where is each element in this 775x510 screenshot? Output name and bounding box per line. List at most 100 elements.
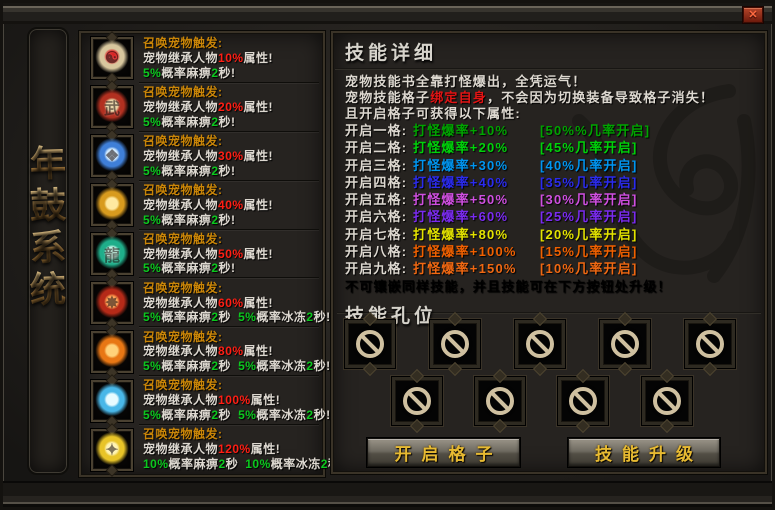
slot-line-chance: [45%几率开启] — [540, 140, 638, 156]
trigger-line: 召唤宠物触发: — [143, 231, 223, 246]
inherit-line: 宠物继承人物20%属性! — [143, 100, 273, 115]
slot-bonus-line: 开启五格: 打怪爆率+50% [30%几率开启] — [345, 191, 765, 208]
close-button[interactable]: ✕ — [743, 7, 763, 23]
text-part: 宠物技能书全靠打怪爆出，全凭运气！ — [345, 74, 587, 89]
system-title-char: 鼓 — [29, 184, 67, 227]
slot-line-chance: [50%%几率开启] — [540, 123, 651, 138]
system-title-char: 统 — [29, 268, 67, 311]
slot-bonus-line: 开启九格: 打怪爆率+150% [10%几率开启] — [345, 260, 765, 277]
slot-line-label: 开启一格: — [345, 123, 408, 138]
skill-slot[interactable] — [475, 377, 525, 425]
skill-slot[interactable] — [685, 320, 735, 368]
sidebar-plaque: 年鼓系统 — [27, 27, 69, 475]
text-part: 宠物继承人物 — [143, 344, 219, 359]
inherit-line: 宠物继承人物40%属性! — [143, 198, 273, 213]
skill-text-block: 召唤宠物触发: 宠物继承人物80%属性! 5%概率麻痹2秒 5%概率冰冻2秒! — [143, 330, 331, 374]
trigger-line: 召唤宠物触发: — [143, 280, 223, 295]
skill-row: ✸ 召唤宠物触发: 宠物继承人物60%属性! 5%概率麻痹2秒 5%概率冰冻2秒! — [81, 278, 330, 328]
trigger-line: 召唤宠物触发: — [143, 36, 223, 51]
prohibited-icon — [356, 330, 384, 358]
skill-row: 武召唤宠物触发: 宠物继承人物20%属性! 5%概率麻痹2秒! — [81, 83, 323, 132]
slot-line-bonus: 打怪爆率+20% — [413, 140, 509, 156]
effect-segment: 5%概率麻痹2秒! — [143, 66, 236, 80]
inherit-line: 宠物继承人物120%属性! — [143, 442, 345, 457]
prohibited-icon — [569, 387, 597, 415]
effect-chance: 10% — [245, 456, 271, 471]
fire-phoenix-icon[interactable] — [91, 330, 133, 373]
skill-upgrade-button[interactable]: 技能升级 — [568, 438, 720, 467]
separator — [337, 312, 761, 314]
prohibited-icon — [403, 387, 431, 415]
text-part: 秒! — [218, 212, 236, 227]
text-part: 属性! — [243, 295, 274, 310]
skill-text-block: 召唤宠物触发: 宠物继承人物20%属性! 5%概率麻痹2秒! — [143, 85, 273, 129]
effect-duration: 2 — [211, 261, 219, 276]
text-part: 宠物技能格子 — [345, 90, 431, 105]
effect-segment: 5%概率麻痹2秒 — [143, 359, 231, 373]
effect-chance: 5% — [143, 65, 162, 80]
inherit-line: 宠物继承人物100%属性! — [143, 393, 331, 408]
effect-duration: 2 — [320, 456, 328, 471]
text-part: 属性! — [243, 197, 274, 212]
effect-duration: 2 — [211, 163, 219, 178]
effect-duration: 2 — [211, 408, 219, 423]
effect-chance: 5% — [143, 212, 162, 227]
skill-orb: ✦ — [94, 431, 130, 468]
skill-orb: 龍 — [94, 236, 130, 272]
inherit-percent: 60% — [218, 295, 244, 310]
text-part: ，不会因为切换装备导致格子消失！ — [487, 90, 715, 105]
effect-chance: 10% — [143, 456, 169, 471]
slot-line-label: 开启四格: — [345, 174, 408, 190]
detail-intro-line: 宠物技能格子绑定自身，不会因为切换装备导致格子消失！ — [345, 90, 765, 106]
text-part: 概率麻痹 — [161, 261, 212, 276]
effect-segment: 5%概率冰冻2秒! — [238, 359, 331, 373]
skill-glyph: ✸ — [105, 294, 119, 312]
open-slot-button[interactable]: 开启格子 — [367, 438, 520, 467]
blood-wheel-icon[interactable]: ✸ — [91, 281, 133, 324]
skill-orb: ✸ — [94, 284, 130, 321]
text-part: 概率冰冻 — [270, 456, 321, 471]
gold-coin-icon[interactable] — [91, 184, 133, 227]
text-part: 概率冰冻 — [256, 310, 307, 325]
skill-orb: ❖ — [94, 138, 130, 175]
skill-slot[interactable] — [392, 377, 442, 425]
skill-slot[interactable] — [515, 320, 565, 368]
wu-medal-icon[interactable]: 武 — [91, 86, 133, 129]
text-part: 概率麻痹 — [161, 408, 212, 423]
prohibited-icon — [653, 387, 681, 415]
effect-segment: 5%概率冰冻2秒! — [238, 310, 331, 324]
slot-line-label: 开启九格: — [345, 261, 408, 277]
trigger-line: 召唤宠物触发: — [143, 329, 223, 344]
skill-slot[interactable] — [558, 377, 608, 425]
skill-slot[interactable] — [430, 320, 480, 368]
text-part: 宠物继承人物 — [143, 442, 219, 457]
trigger-line: 召唤宠物触发: — [143, 182, 223, 197]
ice-web-icon[interactable]: ❖ — [91, 135, 133, 178]
effect-duration: 2 — [218, 456, 226, 471]
inherit-percent: 120% — [218, 442, 251, 457]
skill-row: ❖ 召唤宠物触发: 宠物继承人物30%属性! 5%概率麻痹2秒! — [81, 132, 323, 181]
inherit-percent: 50% — [218, 246, 244, 261]
inherit-line: 宠物继承人物60%属性! — [143, 296, 331, 311]
skill-row: 龍召唤宠物触发: 宠物继承人物50%属性! 5%概率麻痹2秒! — [81, 230, 323, 279]
ice-phoenix-icon[interactable] — [91, 379, 133, 422]
bagua-icon[interactable]: ☯ — [91, 37, 133, 80]
skill-slot[interactable] — [642, 377, 692, 425]
gold-wings-icon[interactable]: ✦ — [91, 428, 133, 471]
detail-intro-line: 且开启格子可获得以下属性: — [345, 106, 765, 122]
skill-slot[interactable] — [600, 320, 650, 368]
skill-slot[interactable] — [345, 320, 395, 368]
trigger-line: 召唤宠物触发: — [143, 134, 223, 149]
text-part: 且开启格子可获得以下属性: — [345, 106, 521, 121]
skill-orb — [94, 382, 130, 419]
slot-line-label: 开启八格: — [345, 244, 408, 260]
jade-dragon-icon[interactable]: 龍 — [91, 233, 133, 275]
skill-row: 召唤宠物触发: 宠物继承人物80%属性! 5%概率麻痹2秒 5%概率冰冻2秒! — [81, 327, 330, 377]
effect-line: 5%概率麻痹2秒 5%概率冰冻2秒! — [143, 359, 331, 374]
skill-row: 召唤宠物触发: 宠物继承人物100%属性! 5%概率麻痹2秒 5%概率冰冻2秒! — [81, 376, 330, 426]
effect-duration: 2 — [211, 359, 219, 374]
skill-orb: 武 — [94, 89, 130, 126]
skill-detail-panel: 技能详细 宠物技能书全靠打怪爆出，全凭运气！ 宠物技能格子绑定自身，不会因为切换装… — [331, 31, 767, 474]
detail-intro-line: 宠物技能书全靠打怪爆出，全凭运气！ — [345, 74, 765, 90]
